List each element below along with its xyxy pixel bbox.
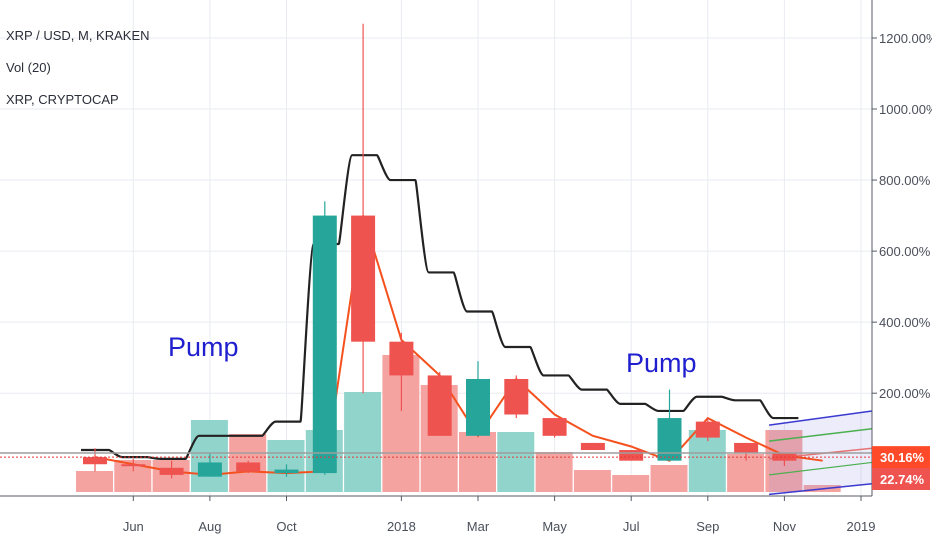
candle — [542, 418, 567, 438]
candle — [657, 389, 682, 461]
channel-lower — [769, 483, 873, 496]
price-badge: 30.16% — [872, 446, 930, 469]
candle — [274, 464, 299, 477]
candle — [695, 418, 720, 442]
candle-body — [427, 375, 452, 436]
legend-volume[interactable]: Vol (20) — [6, 60, 51, 75]
candle — [504, 375, 529, 419]
x-tick-label: Aug — [198, 519, 221, 534]
price-badge-bg — [872, 446, 930, 469]
candle — [236, 460, 261, 474]
x-tick-label: Mar — [467, 519, 490, 534]
candle — [619, 450, 644, 461]
candle — [121, 458, 146, 472]
y-tick-label: 800.00% — [879, 173, 931, 188]
x-tick-label: Jun — [123, 519, 144, 534]
candles — [83, 23, 797, 479]
annotations: Pump Pump — [168, 332, 697, 378]
x-tick-label: 2018 — [387, 519, 416, 534]
channel-green — [768, 427, 873, 442]
badges: 30.16% 22.74% — [872, 446, 930, 490]
y-tick-label: 1000.00% — [879, 102, 932, 117]
pump-annotation-2: Pump — [626, 348, 697, 378]
volume-badge: 22.74% — [872, 468, 930, 490]
price-badge-text: 30.16% — [880, 450, 925, 465]
candle — [427, 371, 452, 436]
volume-badge-text: 22.74% — [880, 472, 925, 487]
candle — [159, 460, 184, 479]
candle — [466, 361, 490, 436]
reference-lines — [0, 452, 872, 458]
volume-badge-bg — [872, 468, 930, 490]
candle — [734, 442, 759, 461]
candle — [351, 23, 376, 394]
volume-bar — [76, 471, 113, 492]
y-tick-label: 1200.00% — [879, 31, 932, 46]
volume-bar — [344, 392, 382, 492]
volume-bars — [76, 355, 841, 492]
candle-body — [159, 467, 184, 475]
candle-body — [121, 464, 146, 467]
candle-body — [619, 450, 644, 461]
candle-body — [83, 457, 107, 465]
pump-annotation-1: Pump — [168, 332, 239, 362]
candle-body — [389, 341, 414, 376]
x-tick-label: May — [542, 519, 567, 534]
candle-body — [236, 462, 261, 472]
x-tick-label: Jul — [623, 519, 640, 534]
candle — [83, 448, 107, 472]
x-tick-label: 2019 — [847, 519, 876, 534]
x-tick-label: Nov — [773, 519, 797, 534]
candle-body — [657, 418, 682, 461]
candle-body — [197, 462, 222, 477]
x-tick-label: Sep — [696, 519, 719, 534]
legend-symbol[interactable]: XRP / USD, M, KRAKEN — [6, 28, 150, 43]
candle-body — [351, 215, 376, 342]
volume-bar — [497, 432, 535, 492]
volume-bar — [612, 475, 650, 492]
candle-body — [504, 378, 529, 415]
legend-cryptocap[interactable]: XRP, CRYPTOCAP — [6, 92, 119, 107]
candle-body — [734, 442, 759, 454]
x-tick-label: Oct — [276, 519, 297, 534]
candle-body — [466, 378, 490, 436]
candle-body — [580, 442, 605, 451]
candle — [389, 332, 414, 411]
volume-bar — [535, 452, 573, 492]
candle-body — [274, 469, 299, 474]
channel-upper — [768, 410, 873, 426]
y-tick-label: 200.00% — [879, 386, 931, 401]
volume-bar — [459, 432, 496, 492]
volume-bar — [650, 465, 688, 492]
candle-body — [312, 215, 337, 474]
candle-body — [695, 421, 720, 438]
y-tick-label: 600.00% — [879, 244, 931, 259]
candle — [312, 201, 337, 475]
y-tick-label: 400.00% — [879, 315, 931, 330]
candle-body — [542, 418, 567, 436]
envelope-path — [81, 154, 799, 461]
price-envelope — [81, 154, 799, 461]
channel-green-lower — [769, 461, 873, 476]
candle — [580, 442, 605, 451]
volume-bar — [573, 470, 611, 492]
axes: 1200.00% 1000.00% 800.00% 600.00% 400.00% 200… — [0, 0, 932, 534]
